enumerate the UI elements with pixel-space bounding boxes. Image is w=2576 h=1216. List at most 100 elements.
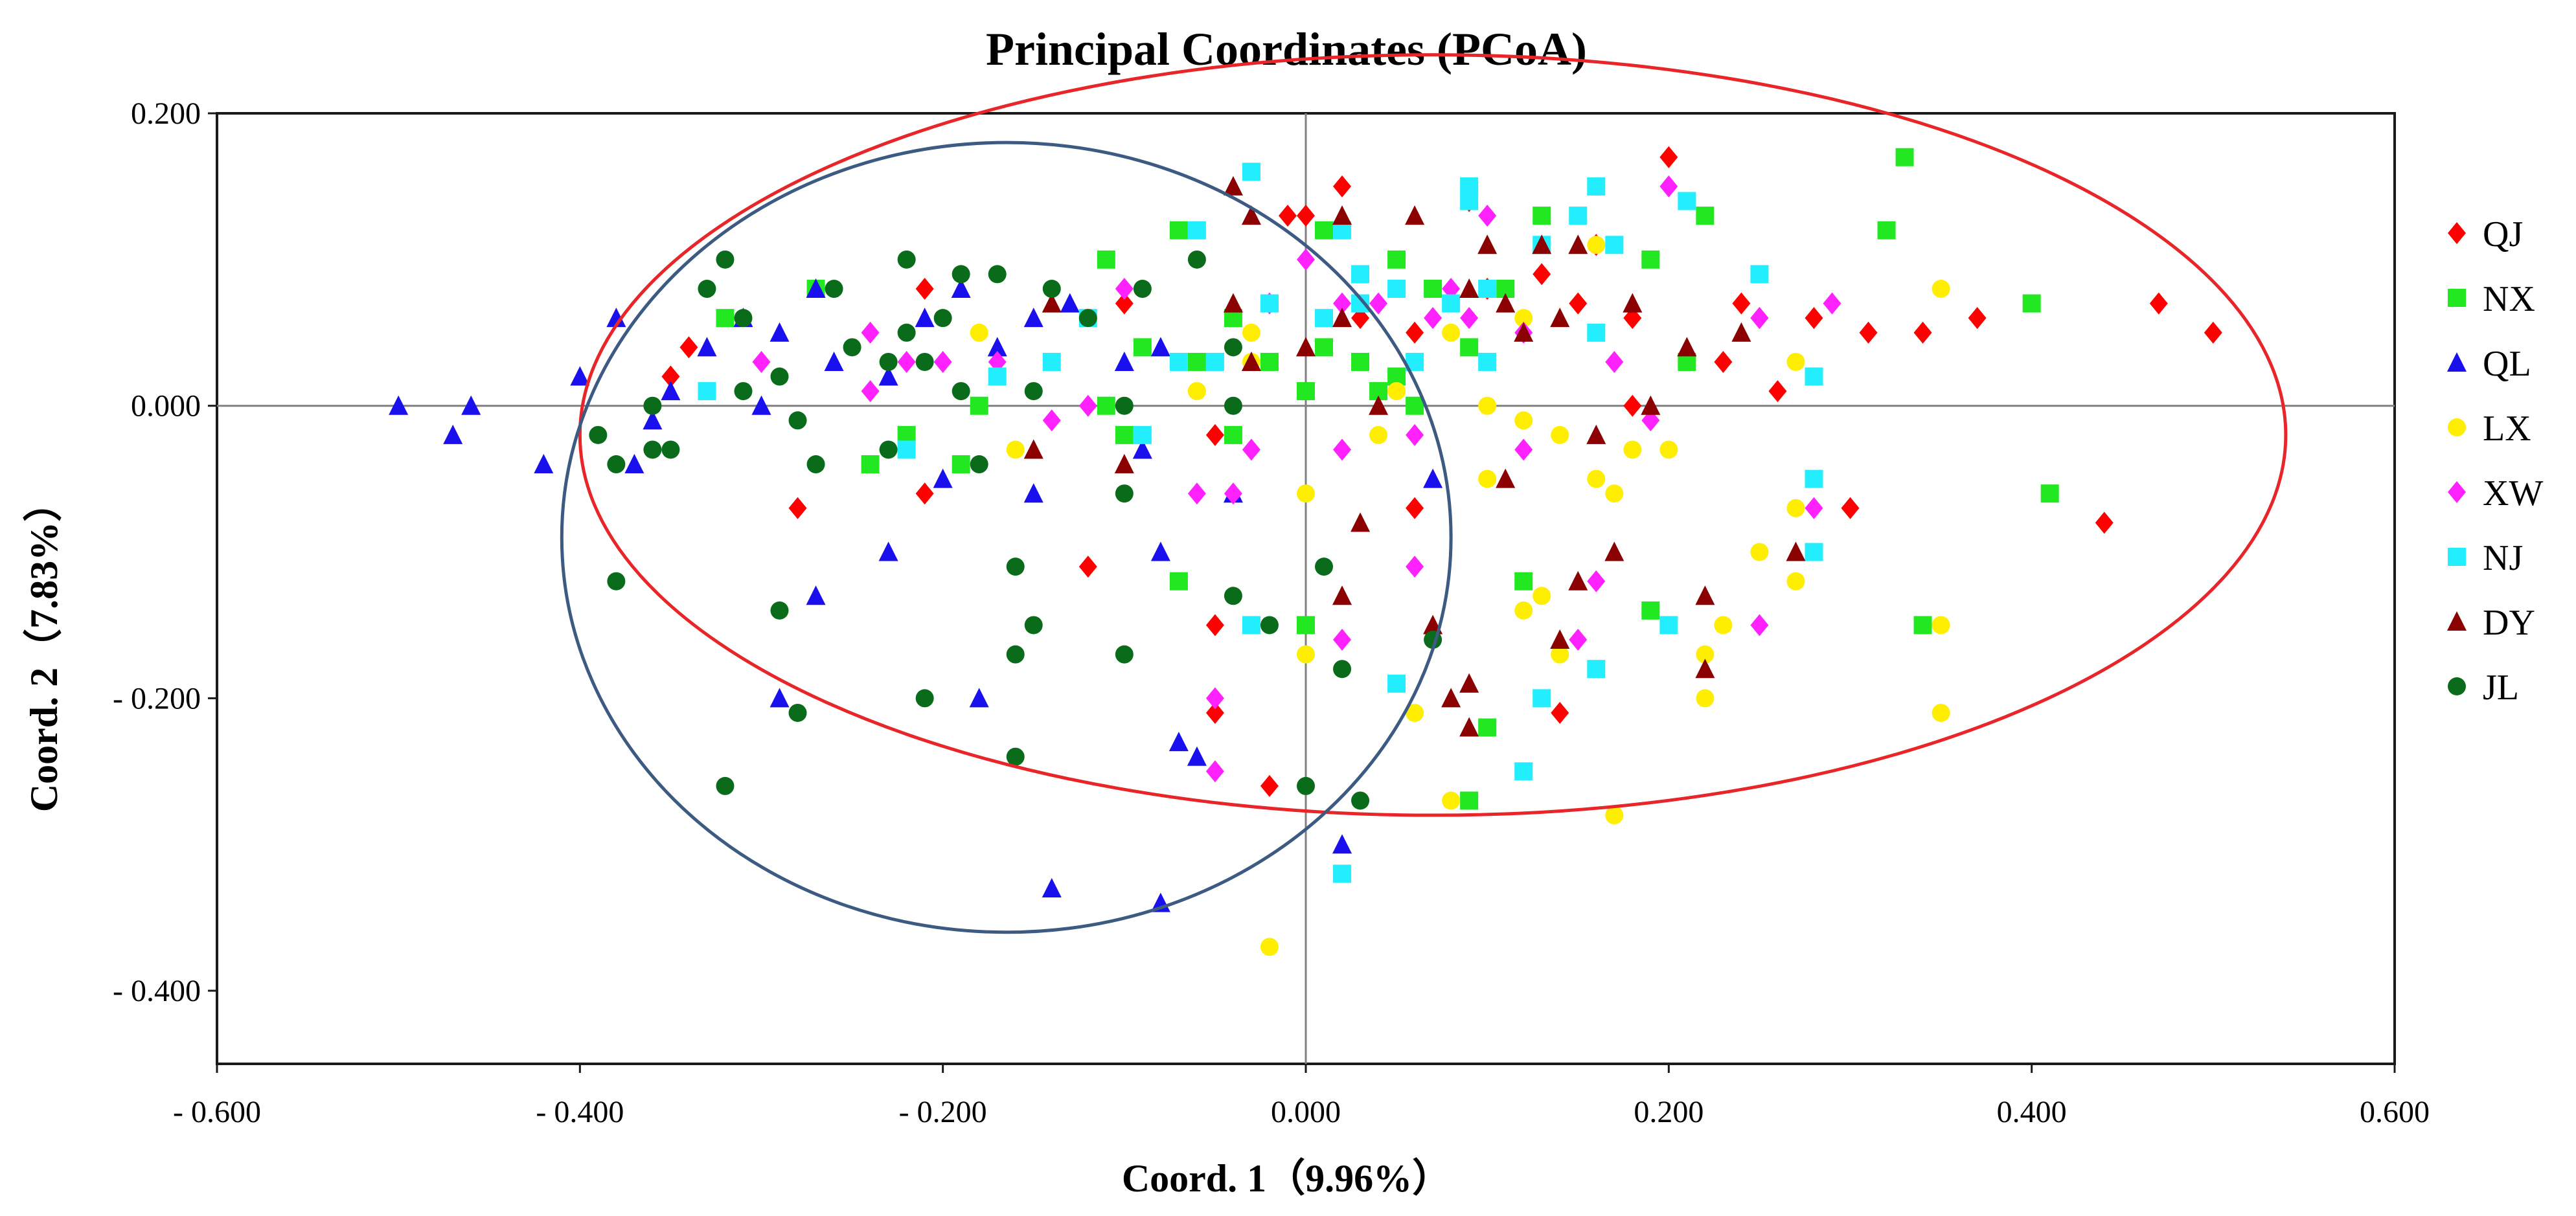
point-xw — [1750, 307, 1769, 330]
legend-marker-dy — [2447, 611, 2467, 631]
point-jl — [1297, 776, 1315, 795]
point-jl — [1024, 616, 1043, 635]
point-nx — [1406, 396, 1424, 415]
point-nx — [716, 309, 735, 328]
point-dy — [1369, 395, 1389, 415]
point-dy — [1514, 322, 1534, 342]
point-qj — [1569, 292, 1588, 315]
point-ql — [534, 454, 554, 474]
point-nx — [1387, 250, 1406, 269]
point-jl — [1224, 396, 1242, 415]
legend-label: JL — [2483, 668, 2519, 708]
point-jl — [1115, 396, 1134, 415]
point-xw — [1205, 760, 1224, 783]
point-nx — [1641, 250, 1660, 269]
point-xw — [1242, 438, 1260, 461]
point-dy — [1786, 541, 1806, 561]
point-jl — [1187, 250, 1206, 269]
point-lx — [1406, 703, 1424, 722]
point-xw — [1641, 409, 1660, 432]
legend-item-xw: XW — [2448, 473, 2543, 513]
legend-marker-nj — [2448, 548, 2466, 566]
point-qj — [915, 278, 934, 300]
point-dy — [1459, 717, 1479, 737]
point-ql — [769, 322, 790, 342]
point-xw — [1514, 438, 1533, 461]
point-xw — [1078, 394, 1097, 417]
point-nj — [1260, 294, 1279, 313]
point-jl — [897, 323, 916, 342]
point-lx — [1786, 352, 1805, 371]
legend-label: NJ — [2483, 538, 2523, 578]
point-jl — [806, 455, 825, 474]
point-jl — [1042, 280, 1061, 298]
point-nj — [1242, 616, 1260, 635]
point-qj — [661, 365, 680, 388]
point-lx — [1932, 616, 1950, 635]
point-xw — [1297, 248, 1315, 271]
point-jl — [716, 776, 735, 795]
point-xw — [1823, 292, 1841, 315]
point-jl — [661, 440, 680, 459]
point-nj — [1805, 543, 1823, 561]
point-jl — [1115, 645, 1134, 664]
point-qj — [2149, 292, 2168, 315]
point-jl — [1224, 587, 1242, 605]
point-nj — [1169, 352, 1188, 371]
point-nx — [1297, 616, 1315, 635]
point-lx — [1551, 645, 1569, 664]
point-ql — [1132, 439, 1152, 459]
point-nx — [1097, 250, 1115, 269]
point-lx — [1514, 601, 1533, 620]
point-dy — [1568, 234, 1588, 254]
point-nx — [2022, 294, 2041, 313]
point-ql — [878, 366, 898, 386]
point-jl — [1224, 338, 1242, 357]
point-jl — [1351, 791, 1370, 810]
point-nx — [1187, 352, 1206, 371]
point-lx — [1659, 440, 1678, 459]
legend-item-nx: NX — [2448, 279, 2535, 319]
confidence-ellipse-2 — [560, 141, 1453, 934]
point-nj — [1587, 660, 1606, 679]
confidence-ellipses — [560, 53, 2288, 934]
point-xw — [1224, 482, 1242, 505]
point-ql — [1023, 483, 1043, 503]
point-xw — [1659, 175, 1678, 197]
point-ql — [806, 278, 826, 298]
point-lx — [1696, 645, 1715, 664]
point-dy — [1459, 278, 1479, 298]
point-qj — [1205, 701, 1224, 724]
point-nx — [970, 396, 988, 415]
point-nj — [1333, 864, 1352, 883]
point-ql — [1187, 746, 1207, 766]
point-ql — [697, 337, 717, 357]
point-qj — [1533, 263, 1551, 286]
point-nj — [1605, 236, 1624, 254]
point-lx — [1750, 543, 1769, 561]
point-jl — [698, 280, 716, 298]
point-qj — [1333, 175, 1352, 197]
point-nj — [1514, 762, 1533, 781]
point-lx — [1551, 425, 1569, 444]
point-qj — [915, 482, 934, 505]
point-nx — [1260, 352, 1279, 371]
point-lx — [1260, 938, 1279, 956]
point-jl — [770, 601, 789, 620]
point-dy — [1532, 234, 1552, 254]
point-nj — [988, 367, 1007, 386]
point-dy — [1477, 234, 1498, 254]
point-jl — [970, 455, 988, 474]
point-lx — [1442, 323, 1461, 342]
point-lx — [1587, 469, 1606, 488]
point-jl — [915, 352, 934, 371]
point-lx — [1478, 396, 1497, 415]
point-jl — [607, 455, 626, 474]
point-nj — [897, 440, 916, 459]
point-nj — [1442, 294, 1461, 313]
x-tick-label: 0.600 — [2360, 1095, 2430, 1129]
point-lx — [1623, 440, 1642, 459]
point-dy — [1623, 293, 1643, 313]
x-axis-label: Coord. 1（9.96%） — [1122, 1156, 1451, 1200]
